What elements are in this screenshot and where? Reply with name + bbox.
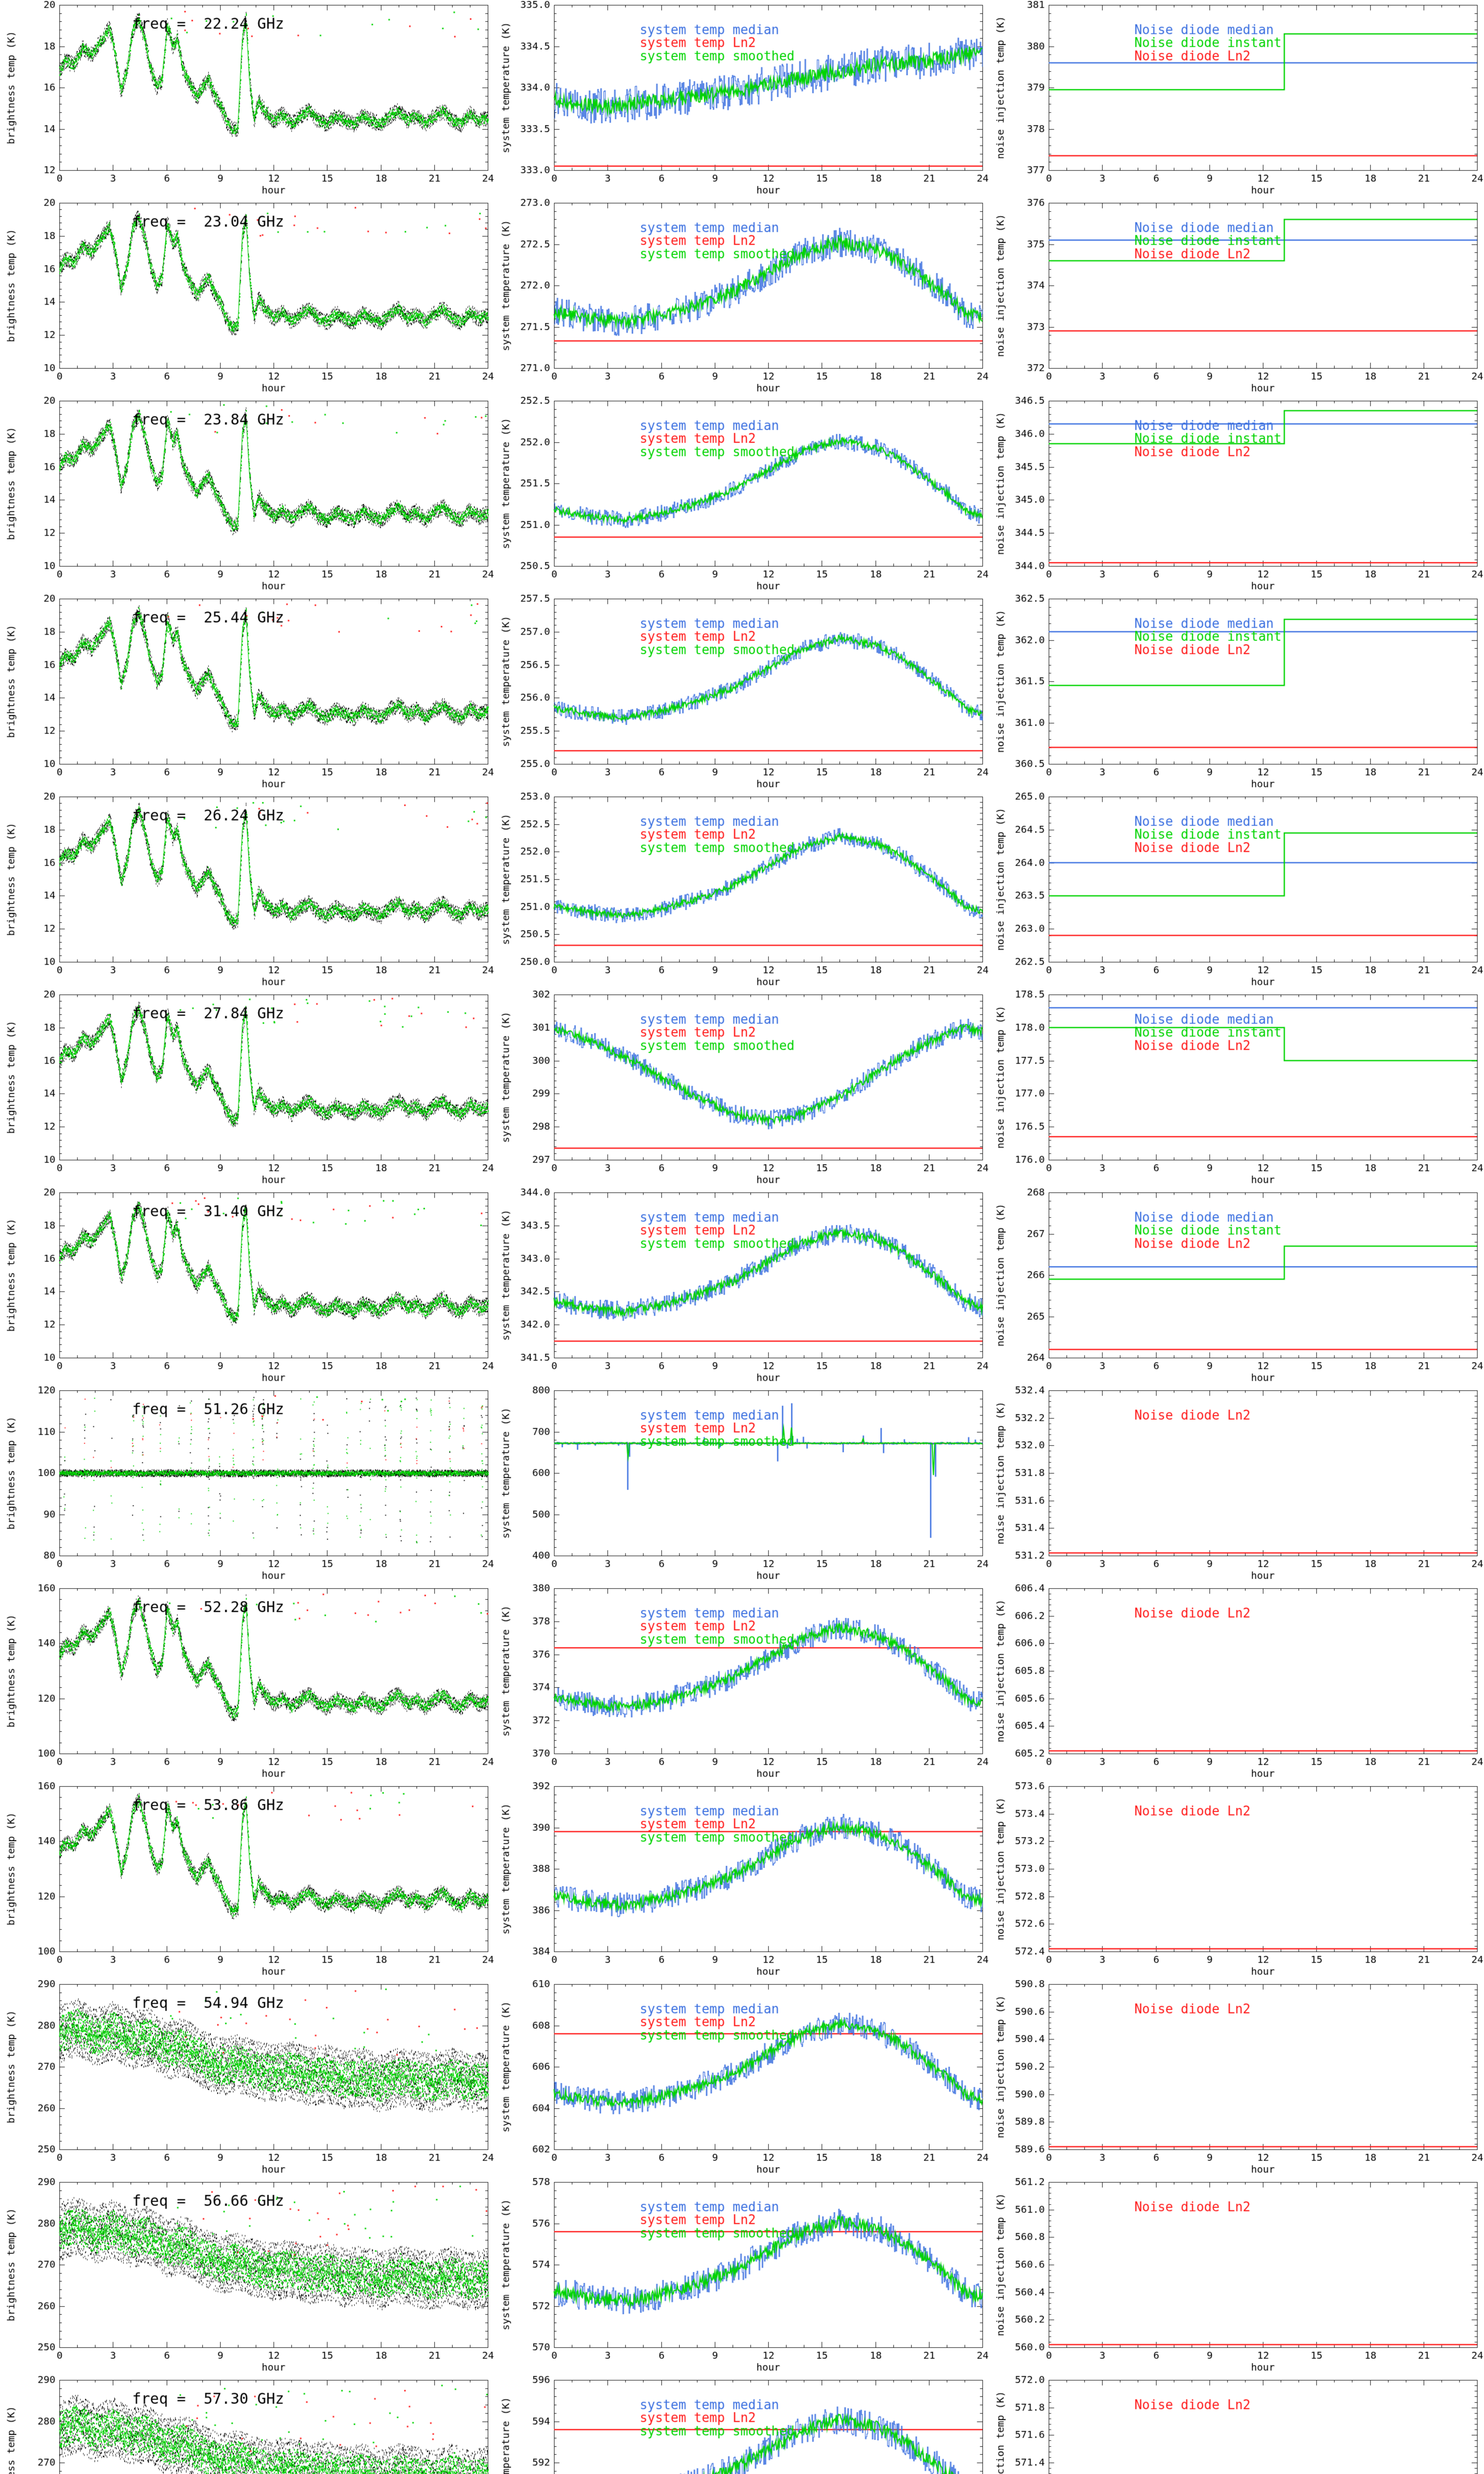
system-temp-plot-canvas <box>495 1781 989 1979</box>
system-temp-plot-canvas <box>495 1385 989 1583</box>
brightness-plot-canvas <box>0 1583 495 1781</box>
brightness-panel <box>0 594 495 792</box>
brightness-panel <box>0 0 495 198</box>
brightness-panel <box>0 1583 495 1781</box>
system-temp-panel <box>495 0 989 198</box>
noise-diode-panel <box>989 396 1484 594</box>
noise-diode-plot-canvas <box>989 198 1484 396</box>
system-temp-panel <box>495 396 989 594</box>
frequency-row-27.84 <box>0 990 1484 1188</box>
system-temp-panel <box>495 1188 989 1385</box>
frequency-row-25.44 <box>0 594 1484 792</box>
brightness-panel <box>0 396 495 594</box>
system-temp-panel <box>495 792 989 990</box>
noise-diode-plot-canvas <box>989 792 1484 990</box>
noise-diode-panel <box>989 198 1484 396</box>
brightness-plot-canvas <box>0 792 495 990</box>
noise-diode-plot-canvas <box>989 594 1484 792</box>
noise-diode-plot-canvas <box>989 1385 1484 1583</box>
frequency-row-23.04 <box>0 198 1484 396</box>
brightness-panel <box>0 198 495 396</box>
system-temp-plot-canvas <box>495 792 989 990</box>
frequency-row-53.86 <box>0 1781 1484 1979</box>
noise-diode-panel <box>989 1188 1484 1385</box>
system-temp-panel <box>495 990 989 1188</box>
system-temp-panel <box>495 2177 989 2375</box>
noise-diode-plot-canvas <box>989 1979 1484 2177</box>
frequency-row-52.28 <box>0 1583 1484 1781</box>
brightness-plot-canvas <box>0 198 495 396</box>
brightness-panel <box>0 1781 495 1979</box>
system-temp-plot-canvas <box>495 990 989 1188</box>
noise-diode-plot-canvas <box>989 1188 1484 1385</box>
system-temp-plot-canvas <box>495 594 989 792</box>
brightness-plot-canvas <box>0 1979 495 2177</box>
system-temp-panel <box>495 1385 989 1583</box>
brightness-plot-canvas <box>0 0 495 198</box>
noise-diode-panel <box>989 594 1484 792</box>
noise-diode-panel <box>989 792 1484 990</box>
system-temp-plot-canvas <box>495 198 989 396</box>
system-temp-plot-canvas <box>495 0 989 198</box>
brightness-panel <box>0 792 495 990</box>
frequency-row-22.24 <box>0 0 1484 198</box>
brightness-plot-canvas <box>0 2375 495 2474</box>
noise-diode-panel <box>989 1385 1484 1583</box>
system-temp-plot-canvas <box>495 396 989 594</box>
frequency-row-31.40 <box>0 1188 1484 1385</box>
brightness-plot-canvas <box>0 1188 495 1385</box>
system-temp-plot-canvas <box>495 1979 989 2177</box>
brightness-panel <box>0 1385 495 1583</box>
brightness-plot-canvas <box>0 396 495 594</box>
frequency-row-23.84 <box>0 396 1484 594</box>
noise-diode-panel <box>989 1583 1484 1781</box>
brightness-panel <box>0 2177 495 2375</box>
system-temp-plot-canvas <box>495 2177 989 2375</box>
system-temp-plot-canvas <box>495 1188 989 1385</box>
system-temp-panel <box>495 594 989 792</box>
frequency-row-54.94 <box>0 1979 1484 2177</box>
system-temp-panel <box>495 1979 989 2177</box>
brightness-panel <box>0 2375 495 2474</box>
noise-diode-panel <box>989 1979 1484 2177</box>
system-temp-plot-canvas <box>495 1583 989 1781</box>
noise-diode-plot-canvas <box>989 2177 1484 2375</box>
brightness-plot-canvas <box>0 1781 495 1979</box>
brightness-plot-canvas <box>0 2177 495 2375</box>
brightness-panel <box>0 1188 495 1385</box>
brightness-panel <box>0 1979 495 2177</box>
noise-diode-plot-canvas <box>989 2375 1484 2474</box>
system-temp-panel <box>495 1781 989 1979</box>
frequency-row-56.66 <box>0 2177 1484 2375</box>
noise-diode-panel <box>989 1781 1484 1979</box>
system-temp-panel <box>495 2375 989 2474</box>
frequency-row-57.30 <box>0 2375 1484 2474</box>
noise-diode-plot-canvas <box>989 1583 1484 1781</box>
noise-diode-plot-canvas <box>989 396 1484 594</box>
system-temp-panel <box>495 198 989 396</box>
noise-diode-plot-canvas <box>989 0 1484 198</box>
noise-diode-panel <box>989 2177 1484 2375</box>
noise-diode-plot-canvas <box>989 1781 1484 1979</box>
brightness-plot-canvas <box>0 594 495 792</box>
system-temp-panel <box>495 1583 989 1781</box>
frequency-row-26.24 <box>0 792 1484 990</box>
noise-diode-panel <box>989 2375 1484 2474</box>
noise-diode-plot-canvas <box>989 990 1484 1188</box>
noise-diode-panel <box>989 0 1484 198</box>
noise-diode-panel <box>989 990 1484 1188</box>
brightness-plot-canvas <box>0 990 495 1188</box>
frequency-row-51.26 <box>0 1385 1484 1583</box>
brightness-panel <box>0 990 495 1188</box>
brightness-plot-canvas <box>0 1385 495 1583</box>
system-temp-plot-canvas <box>495 2375 989 2474</box>
